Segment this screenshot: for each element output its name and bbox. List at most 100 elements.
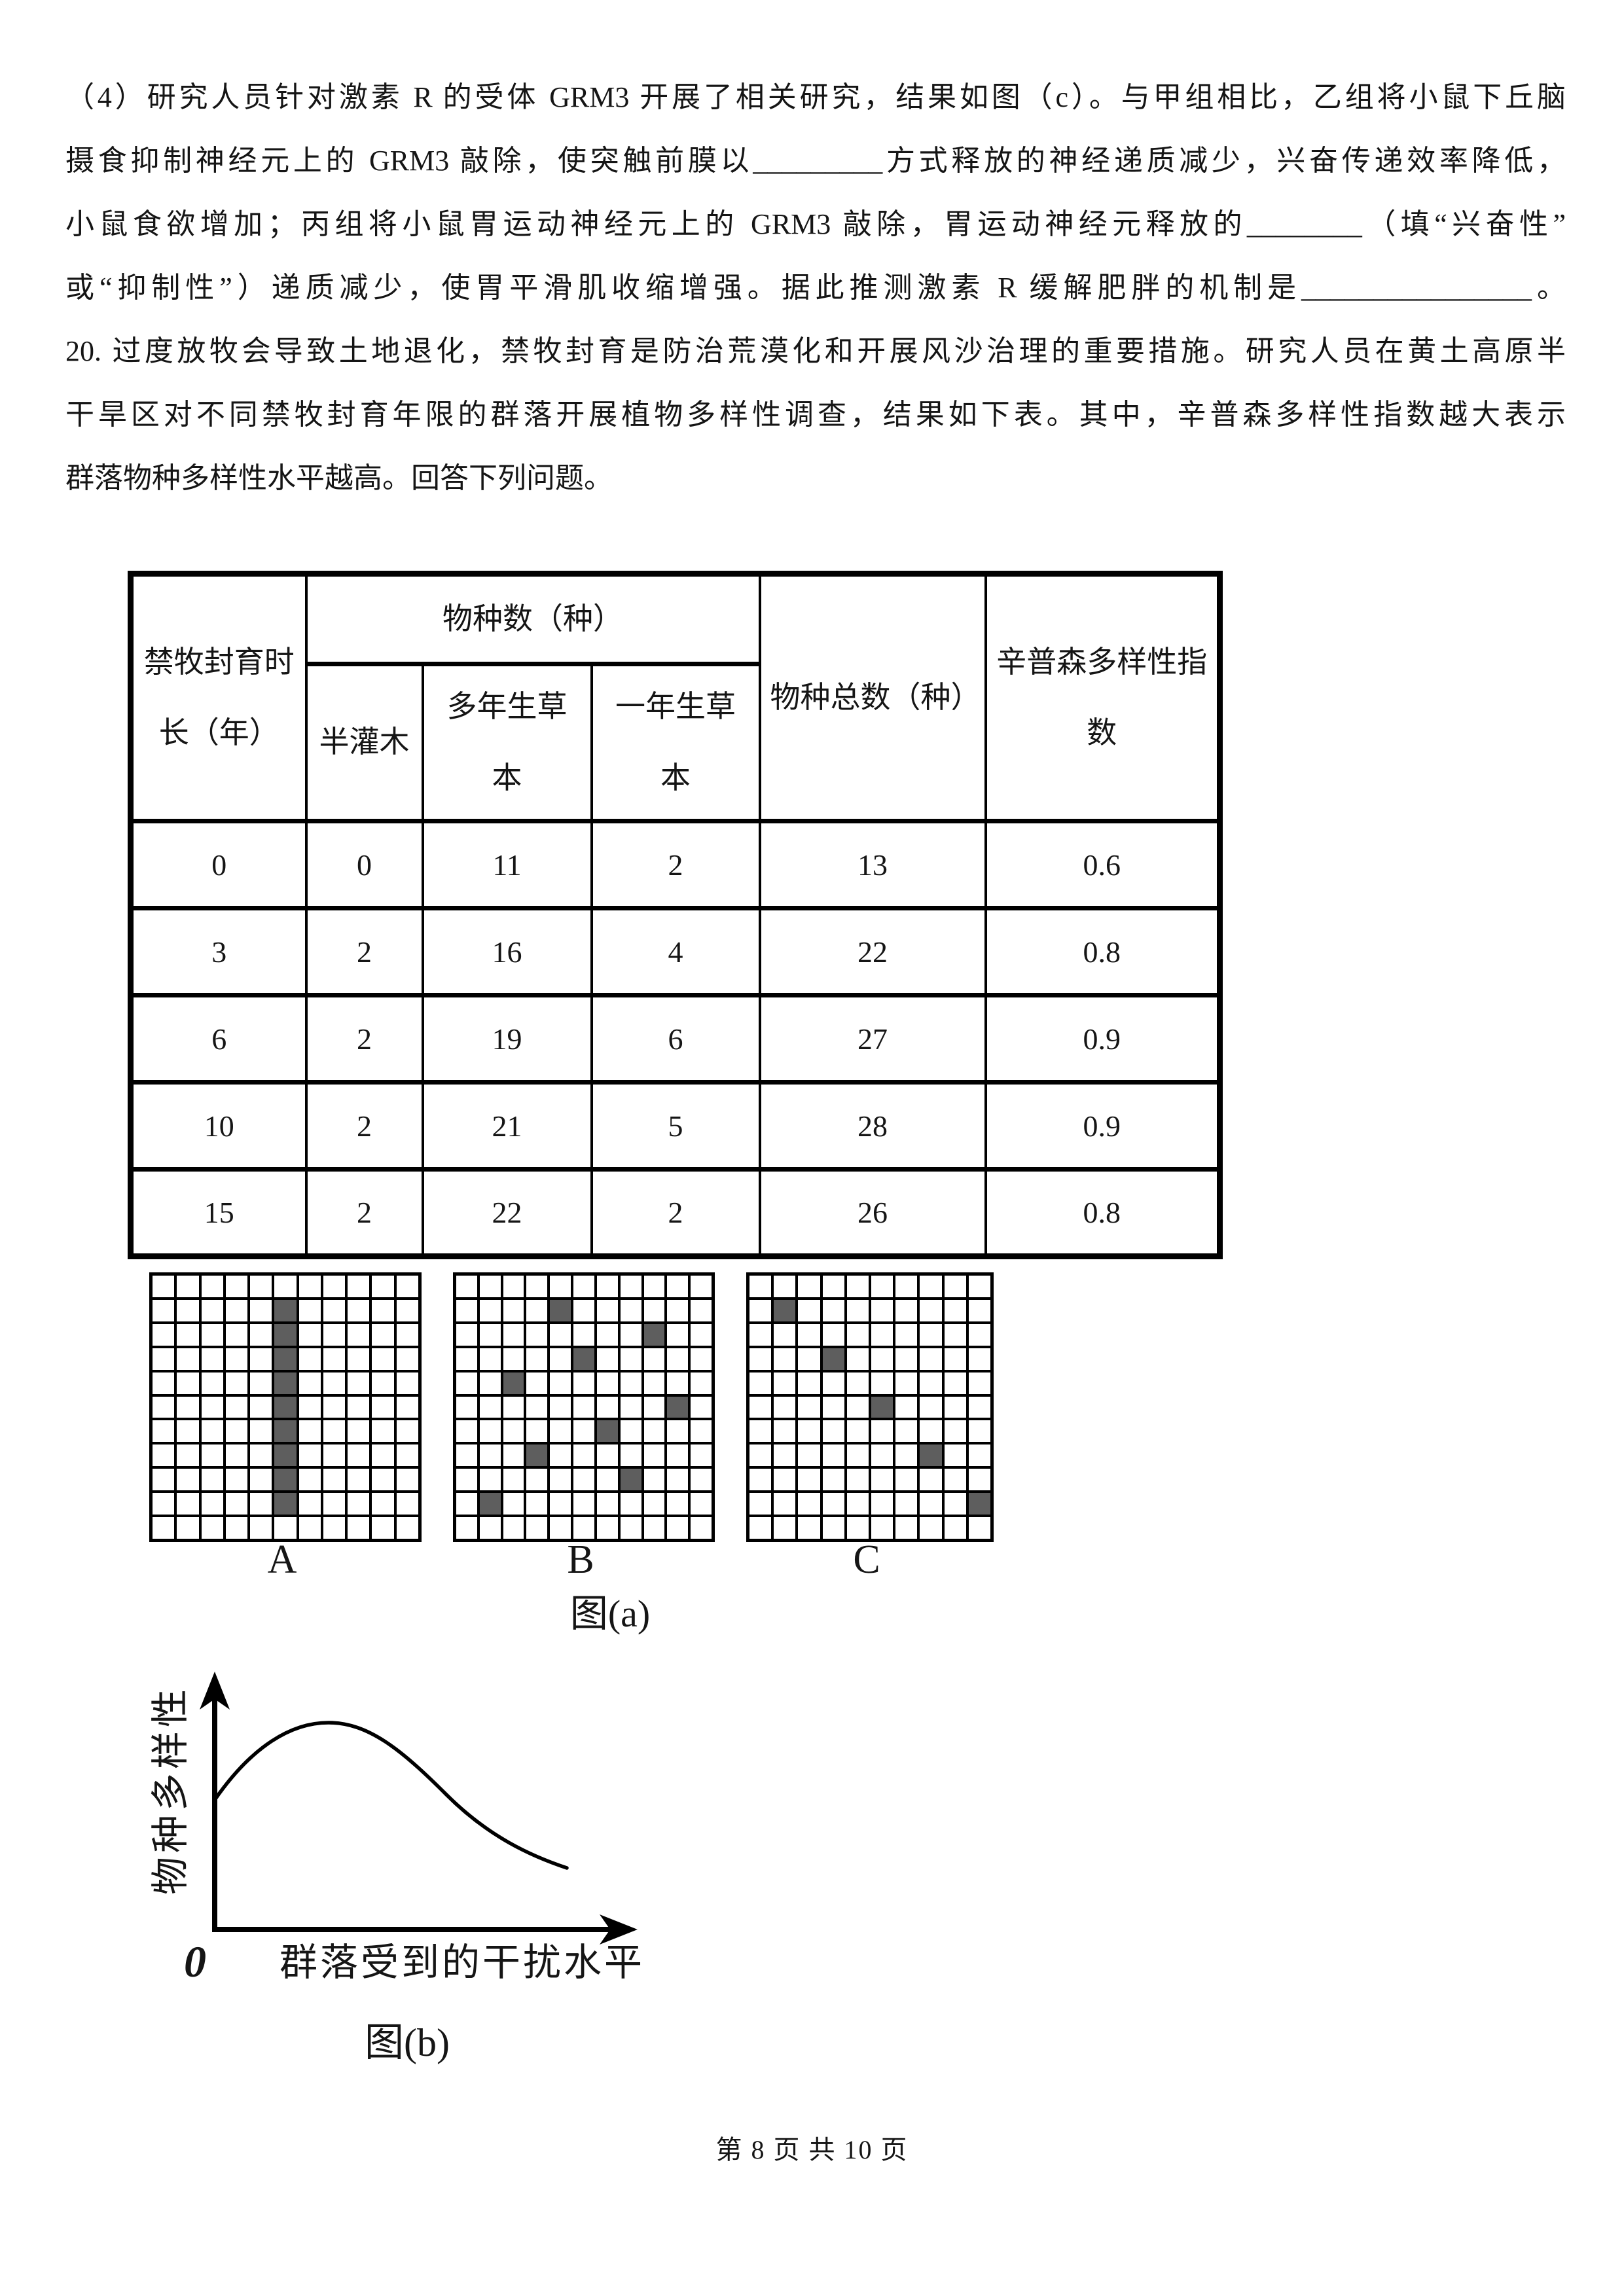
grid-cell [396,1323,418,1346]
grid-cell [871,1323,893,1346]
table-cell: 0.9 [984,993,1221,1085]
grid-cell [456,1420,477,1443]
table-cell: 2 [304,1167,424,1259]
grid-cell-filled [920,1444,942,1467]
grid-cell [298,1348,321,1370]
grid-cell [774,1420,796,1443]
grid-cell [323,1444,346,1467]
grid-cell [372,1469,394,1491]
grid-cell [667,1323,689,1346]
distribution-grid-a [149,1272,422,1542]
grid-cell-filled [274,1299,297,1321]
table-cell: 0.8 [984,1167,1221,1259]
grid-cell [691,1396,712,1418]
table-cell: 22 [758,906,987,997]
grid-cell [749,1299,772,1321]
grid-cell [479,1299,501,1321]
grid-cell [479,1444,501,1467]
grid-cell [620,1372,641,1394]
grid-cell [920,1469,942,1491]
grid-cell [968,1323,990,1346]
grid-cell [323,1348,346,1370]
grid-cell [177,1396,199,1418]
grid-cell [920,1276,942,1297]
grid-cell [298,1420,321,1443]
grid-cell [774,1276,796,1297]
y-axis-arrow [200,1672,230,1710]
grid-cell-filled [503,1372,524,1394]
x-axis-label: 群落受到的干扰水平 [280,1941,645,1984]
grid-cell [573,1444,594,1467]
grid-cell [250,1444,272,1467]
grid-cell [596,1444,618,1467]
table-cell: 0.6 [984,819,1221,910]
grid-cell [871,1517,893,1539]
grid-cell [798,1469,820,1491]
grid-cell [503,1299,524,1321]
grid-cell [895,1420,918,1443]
grid-cell [372,1517,394,1539]
grid-cell [822,1444,844,1467]
question20-paragraph: 20. 过度放牧会导致土地退化，禁牧封育是防治荒漠化和开展风沙治理的重要措施。研… [65,319,1566,510]
grid-cell [944,1276,966,1297]
grid-cell [201,1517,223,1539]
grid-cell-filled [774,1299,796,1321]
table-cell: 2 [304,906,424,997]
grid-cell [895,1323,918,1346]
grid-cell [596,1372,618,1394]
grid-cell [201,1469,223,1491]
grid-cell [153,1276,175,1297]
grid-cell [968,1420,990,1443]
grid-cell [456,1444,477,1467]
grid-cell [456,1372,477,1394]
grid-cell [774,1323,796,1346]
grid-cell [323,1469,346,1491]
grid-cell [348,1348,370,1370]
grid-cell [372,1420,394,1443]
grid-cell [503,1469,524,1491]
grid-cell [323,1299,346,1321]
grid-cell [944,1372,966,1394]
grid-cell-filled [274,1420,297,1443]
grid-cell [348,1323,370,1346]
grid-cell [895,1299,918,1321]
grid-cell [274,1517,297,1539]
table-cell: 2 [304,993,424,1085]
grid-cell [225,1469,248,1491]
grid-cell-filled [274,1444,297,1467]
grid-cell [323,1276,346,1297]
grid-cell [822,1396,844,1418]
grid-cell [846,1348,869,1370]
grid-cell [225,1299,248,1321]
text-line: 20. 过度放牧会导致土地退化，禁牧封育是防治荒漠化和开展风沙治理的重要措施。研… [65,335,1566,367]
grid-cell [250,1493,272,1515]
table-cell: 0 [304,819,424,910]
grid-cell [201,1348,223,1370]
grid-cell [596,1517,618,1539]
page-number-footer: 第 8 页 共 10 页 [715,2135,909,2164]
grid-cell [479,1348,501,1370]
grid-cell [846,1396,869,1418]
grid-cell [526,1493,548,1515]
grid-cell [620,1348,641,1370]
grid-cell [250,1396,272,1418]
grid-cell [871,1469,893,1491]
text-line: 或“抑制性”）递质减少，使胃平滑肌收缩增强。据此推测激素 R 缓解肥胖的机制是_… [65,272,1566,304]
grid-cell [596,1276,618,1297]
grid-cell [596,1323,618,1346]
grid-cell [479,1420,501,1443]
grid-cell [225,1372,248,1394]
grid-cell [348,1276,370,1297]
grid-cell [596,1396,618,1418]
grid-cell [503,1444,524,1467]
figure-b-caption: 图(b) [365,2021,450,2064]
grid-cell [526,1323,548,1346]
grid-cell [503,1493,524,1515]
grid-cell [456,1323,477,1346]
table-cell: 4 [590,906,761,997]
grid-cell [620,1493,641,1515]
grid-cell [822,1493,844,1515]
grid-cell [153,1517,175,1539]
grid-cell [798,1444,820,1467]
